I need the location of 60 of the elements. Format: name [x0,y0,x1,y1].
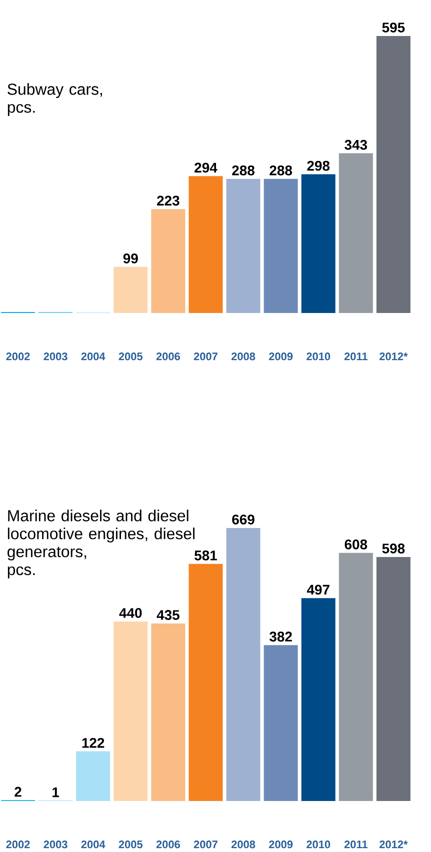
x-tick-label: 2006 [156,840,180,848]
data-label: 669 [232,514,254,524]
x-tick-label: 2002 [6,352,30,360]
bar [301,598,336,801]
bar [376,556,410,801]
x-tick-label: 2012* [380,352,408,360]
bar [151,209,186,313]
x-tick-label: 2011 [344,840,368,848]
data-label: 440 [119,608,142,618]
x-tick-label: 2009 [269,352,293,360]
data-label: 343 [344,140,368,150]
x-tick-label: 2006 [156,352,180,360]
data-label: 294 [194,162,218,173]
x-tick-label: 2008 [231,840,256,848]
bar [301,174,336,313]
data-label: 581 [194,550,217,560]
text: Subway cars, pcs. [8,83,102,116]
bar [376,36,410,313]
data-label: 435 [156,610,180,620]
data-label: 497 [306,584,330,595]
x-tick-label: 2010 [306,352,330,360]
x-tick-label: 2012* [380,840,408,848]
x-tick-label: 2007 [194,840,218,848]
bar [188,564,223,801]
data-label: 223 [157,196,180,206]
bar [188,176,223,313]
data-label: 99 [123,253,138,264]
data-label: 598 [382,544,405,554]
text: Marine diesels and diesel locomotive engines, diesel generators, pcs. [8,510,194,578]
x-tick-label: 2002 [6,840,30,848]
bar [114,621,148,801]
x-tick-label: 2011 [344,352,368,360]
x-tick-label: 2008 [231,352,256,360]
bar [226,528,260,801]
data-label: 1 [52,787,60,798]
bar [226,178,260,313]
bar [76,751,110,801]
bar [338,552,373,801]
bar [264,645,298,801]
x-tick-label: 2003 [44,840,68,848]
data-label: 2 [14,786,22,797]
x-tick-label: 2005 [118,352,143,360]
bar [338,153,373,313]
data-label: 595 [382,22,405,32]
x-tick-label: 2007 [194,352,218,360]
x-tick-label: 2003 [44,352,68,360]
bar [264,178,298,313]
data-label: 382 [269,632,292,642]
x-tick-label: 2004 [81,352,106,360]
x-tick-label: 2009 [269,840,293,848]
data-label: 122 [82,738,104,748]
x-tick-label: 2005 [118,840,143,848]
bar [114,266,148,313]
x-tick-label: 2004 [81,840,106,848]
data-label: 608 [344,539,368,550]
bar [151,623,186,801]
data-label: 288 [270,166,292,176]
data-label: 288 [232,166,254,176]
data-label: 298 [307,160,330,171]
x-tick-label: 2010 [306,840,330,848]
